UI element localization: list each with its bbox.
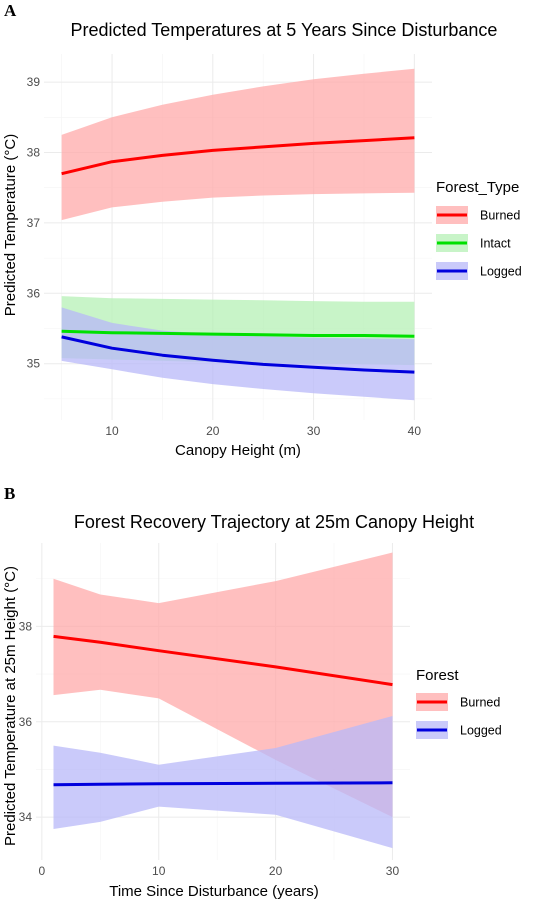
y-axis-title-a: Predicted Temperature (°C) xyxy=(2,134,19,316)
ribbons-a xyxy=(61,68,415,401)
x-tick-label: 10 xyxy=(152,864,166,878)
legend-title-b: Forest xyxy=(416,667,459,684)
ribbons-b xyxy=(53,552,393,849)
legend-label-logged: Logged xyxy=(460,724,502,738)
y-tick-label: 36 xyxy=(27,286,41,300)
y-tick-label: 38 xyxy=(27,146,41,160)
legend-a: Forest_Type Burned Intact Logged xyxy=(436,179,522,280)
legend-label-logged: Logged xyxy=(480,265,522,279)
x-axis-title-a: Canopy Height (m) xyxy=(175,442,301,459)
panel-a: A Predicted Temperatures at 5 Years Sinc… xyxy=(2,1,522,459)
tick-labels-a: 10 20 30 40 35 36 37 38 39 xyxy=(27,75,422,438)
y-tick-label: 38 xyxy=(19,619,33,633)
y-tick-label: 35 xyxy=(27,357,41,371)
y-tick-label: 39 xyxy=(27,75,41,89)
x-tick-label: 30 xyxy=(307,424,321,438)
chart-title-b: Forest Recovery Trajectory at 25m Canopy… xyxy=(74,512,474,532)
y-axis-title-b: Predicted Temperature at 25m Height (°C) xyxy=(2,566,19,846)
x-tick-label: 20 xyxy=(269,864,283,878)
lines-b xyxy=(53,634,393,787)
chart-title-a: Predicted Temperatures at 5 Years Since … xyxy=(71,20,498,40)
line-burned xyxy=(53,634,393,687)
ribbon-burned xyxy=(61,68,415,221)
x-tick-label: 10 xyxy=(105,424,119,438)
line-intact xyxy=(61,329,415,338)
y-tick-label: 34 xyxy=(19,810,33,824)
panel-b: B Forest Recovery Trajectory at 25m Cano… xyxy=(2,484,502,900)
legend-label-burned: Burned xyxy=(480,209,520,223)
y-tick-label: 37 xyxy=(27,216,41,230)
legend-label-burned: Burned xyxy=(460,696,500,710)
line-logged xyxy=(53,781,393,787)
x-tick-label: 40 xyxy=(408,424,422,438)
x-axis-title-b: Time Since Disturbance (years) xyxy=(109,883,319,900)
legend-label-intact: Intact xyxy=(480,237,511,251)
x-tick-label: 30 xyxy=(386,864,400,878)
panel-letter-b: B xyxy=(4,484,15,503)
y-tick-label: 36 xyxy=(19,715,33,729)
legend-title-a: Forest_Type xyxy=(436,179,519,196)
x-tick-label: 0 xyxy=(39,864,46,878)
line-logged xyxy=(61,335,415,374)
panel-letter-a: A xyxy=(4,1,17,20)
lines-a xyxy=(61,136,415,374)
ribbon-logged xyxy=(61,307,415,401)
x-tick-label: 20 xyxy=(206,424,220,438)
line-burned xyxy=(61,136,415,176)
tick-labels-b: 0 10 20 30 34 36 38 xyxy=(19,619,400,878)
legend-b: Forest Burned Logged xyxy=(416,667,502,739)
